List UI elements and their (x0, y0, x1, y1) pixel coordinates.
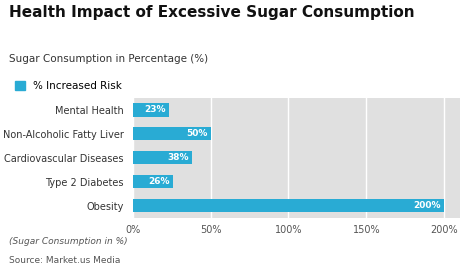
Text: (Sugar Consumption in %): (Sugar Consumption in %) (9, 237, 128, 246)
Bar (133, 127, 210, 140)
Bar (133, 103, 169, 116)
Bar (133, 151, 192, 164)
Text: 26%: 26% (148, 177, 170, 186)
Bar (133, 175, 173, 188)
Text: 23%: 23% (144, 106, 165, 115)
Bar (133, 199, 444, 212)
Legend: % Increased Risk: % Increased Risk (15, 81, 122, 91)
Text: 200%: 200% (414, 201, 441, 210)
Text: 50%: 50% (186, 129, 208, 138)
Text: Source: Market.us Media: Source: Market.us Media (9, 256, 121, 265)
Text: Health Impact of Excessive Sugar Consumption: Health Impact of Excessive Sugar Consump… (9, 5, 415, 20)
Text: Sugar Consumption in Percentage (%): Sugar Consumption in Percentage (%) (9, 54, 209, 64)
Text: 38%: 38% (167, 153, 189, 162)
